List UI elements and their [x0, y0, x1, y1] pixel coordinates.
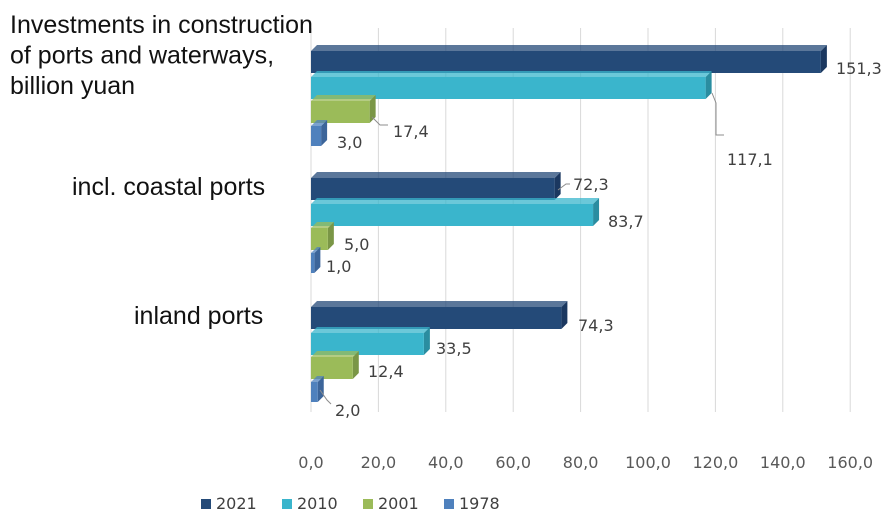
bar-top	[311, 301, 568, 307]
bar-front	[311, 333, 424, 355]
data-label-2010-2: 83,7	[608, 212, 644, 231]
bar-1978-3	[311, 376, 324, 402]
bar-2021-1	[311, 45, 827, 73]
data-label-2001-2: 5,0	[344, 235, 369, 254]
bar-side	[352, 351, 359, 379]
x-tick-label: 120,0	[692, 453, 738, 472]
bar-top	[311, 71, 712, 77]
bar-front	[311, 77, 706, 99]
x-tick-label: 0,0	[298, 453, 323, 472]
bar-top	[311, 120, 328, 126]
bar-top	[311, 376, 324, 382]
label-leader-line	[371, 116, 388, 126]
bar-front	[311, 307, 562, 329]
legend-label: 2001	[378, 494, 419, 513]
bar-2010-3	[311, 327, 430, 355]
bar-top	[311, 45, 827, 51]
data-label-2010-3: 33,5	[436, 339, 472, 358]
bar-side	[317, 376, 324, 402]
x-tick-label: 80,0	[563, 453, 599, 472]
data-label-1978-2: 1,0	[326, 257, 351, 276]
legend-swatch	[282, 499, 292, 509]
bar-side	[321, 120, 328, 146]
bar-2010-1	[311, 71, 712, 99]
bar-side	[593, 198, 600, 226]
category-label-1: Investments in construction of ports and …	[10, 11, 313, 100]
x-tick-label: 60,0	[495, 453, 531, 472]
label-leader-line	[711, 92, 724, 136]
category-label-line: of ports and waterways,	[10, 42, 274, 70]
x-tick-label: 40,0	[428, 453, 464, 472]
bar-top	[311, 222, 334, 228]
bar-front	[311, 51, 821, 73]
bar-top	[311, 327, 430, 333]
data-label-2001-3: 12,4	[368, 362, 404, 381]
data-label-1978-3: 2,0	[335, 401, 360, 420]
legend-item-2021: 2021	[201, 494, 257, 513]
bar-top	[311, 351, 359, 357]
bar-side	[820, 45, 827, 73]
category-labels: Investments in construction of ports and …	[10, 11, 313, 330]
category-label-line: Investments in construction	[10, 11, 313, 39]
bar-side	[554, 172, 561, 200]
bar-side	[705, 71, 712, 99]
legend-item-2001: 2001	[363, 494, 419, 513]
category-label-line: incl. coastal ports	[72, 173, 265, 201]
data-label-2021-2: 72,3	[573, 175, 609, 194]
bar-2021-3	[311, 301, 568, 329]
x-axis-ticks: 0,0 20,0 40,0 60,0 80,0 100,0 120,0 140,0 160,0	[298, 453, 873, 472]
data-label-2021-3: 74,3	[578, 316, 614, 335]
bar-front	[311, 178, 555, 200]
bar-2001-2	[311, 222, 334, 250]
bar-2010-2	[311, 198, 600, 226]
bar-side	[561, 301, 568, 329]
bar-top	[311, 95, 376, 101]
label-leader-line	[557, 183, 570, 191]
data-label-1978-1: 3,0	[337, 133, 362, 152]
category-label-line: inland ports	[134, 302, 263, 330]
legend-swatch	[444, 499, 454, 509]
bar-side	[314, 247, 321, 273]
bar-front	[311, 204, 594, 226]
bar-2021-2	[311, 172, 561, 200]
legend-label: 1978	[459, 494, 500, 513]
bar-front	[311, 382, 318, 402]
legend-item-2010: 2010	[282, 494, 338, 513]
bar-top	[311, 198, 600, 204]
category-label-3: inland ports	[134, 302, 263, 330]
category-label-line: billion yuan	[10, 72, 135, 100]
legend-label: 2021	[216, 494, 257, 513]
bar-front	[311, 228, 328, 250]
bar-1978-1	[311, 120, 328, 146]
bars	[311, 45, 827, 402]
legend-label: 2010	[297, 494, 338, 513]
x-tick-label: 100,0	[625, 453, 671, 472]
data-label-2010-1: 117,1	[727, 150, 773, 169]
legend: 2021 2010 2001 1978	[201, 494, 500, 513]
data-label-2021-1: 151,3	[836, 59, 882, 78]
bar-side	[423, 327, 430, 355]
data-label-2001-1: 17,4	[393, 122, 429, 141]
label-leader-line	[319, 389, 332, 405]
bar-front	[311, 357, 353, 379]
legend-swatch	[201, 499, 211, 509]
bar-top	[311, 172, 561, 178]
data-labels: 151,3 117,1 17,4 3,0 72,3 83,7 5,0 1,0 74,3 33,5 1…	[319, 59, 882, 420]
legend-swatch	[363, 499, 373, 509]
bar-front	[311, 101, 370, 123]
bar-side	[327, 222, 334, 250]
category-label-2: incl. coastal ports	[72, 173, 265, 201]
x-tick-label: 20,0	[361, 453, 397, 472]
bar-2001-3	[311, 351, 359, 379]
x-tick-label: 160,0	[827, 453, 873, 472]
bar-top	[311, 247, 321, 253]
x-tick-label: 140,0	[760, 453, 806, 472]
bar-1978-2	[311, 247, 321, 273]
bar-front	[311, 126, 322, 146]
bar-front	[311, 253, 315, 273]
legend-item-1978: 1978	[444, 494, 500, 513]
bar-side	[369, 95, 376, 123]
bar-2001-1	[311, 95, 376, 123]
